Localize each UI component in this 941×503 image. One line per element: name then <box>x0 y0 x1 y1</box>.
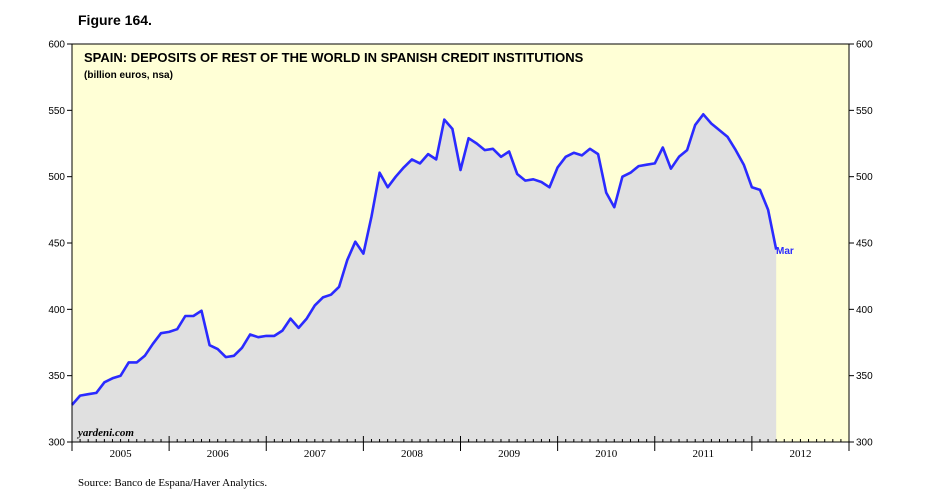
y-tick-label-right: 550 <box>856 106 873 117</box>
right-axis: 300 350 400 450 500 550 600 <box>849 40 873 449</box>
source-note: Source: Banco de Espana/Haver Analytics. <box>78 477 268 489</box>
x-tick-label: 2007 <box>304 448 327 460</box>
y-tick-label: 550 <box>48 106 65 117</box>
y-tick-label-right: 300 <box>856 438 873 449</box>
x-tick-label: 2005 <box>110 448 133 460</box>
y-tick-label-right: 500 <box>856 172 873 183</box>
chart-subtitle: (billion euros, nsa) <box>84 70 173 81</box>
watermark: yardeni.com <box>76 427 134 439</box>
x-tick-label: 2012 <box>789 448 811 460</box>
y-tick-label: 400 <box>48 305 65 316</box>
x-tick-label: 2008 <box>401 448 424 460</box>
x-tick-label: 2010 <box>595 448 618 460</box>
y-tick-label-right: 600 <box>856 40 873 51</box>
x-tick-label: 2009 <box>498 448 521 460</box>
series-line <box>71 113 778 406</box>
left-axis: 300 350 400 450 500 550 600 <box>48 40 72 449</box>
chart-title: SPAIN: DEPOSITS OF REST OF THE WORLD IN … <box>84 50 584 65</box>
y-tick-label-right: 400 <box>856 305 873 316</box>
x-tick-label: 2011 <box>693 448 715 460</box>
y-tick-label-right: 350 <box>856 371 873 382</box>
x-axis: 2005 2006 2007 2008 2009 2010 2011 2012 <box>71 436 850 460</box>
y-tick-label: 450 <box>48 239 65 250</box>
figure-label: Figure 164. <box>78 12 152 28</box>
series-area-fill <box>72 114 777 443</box>
y-tick-label: 300 <box>48 438 65 449</box>
x-tick-label: 2006 <box>207 448 230 460</box>
end-label: Mar <box>776 246 794 257</box>
y-tick-label: 500 <box>48 172 65 183</box>
y-tick-label: 600 <box>48 40 65 51</box>
y-tick-label: 350 <box>48 371 65 382</box>
y-tick-label-right: 450 <box>856 239 873 250</box>
